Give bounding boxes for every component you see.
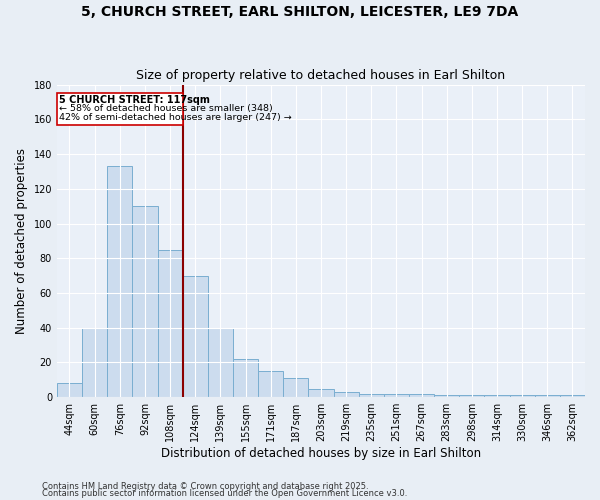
Bar xyxy=(308,388,334,397)
Bar xyxy=(182,276,208,397)
Bar xyxy=(459,396,484,397)
Bar xyxy=(560,396,585,397)
Bar xyxy=(82,328,107,397)
Bar xyxy=(535,396,560,397)
Bar xyxy=(57,384,82,397)
X-axis label: Distribution of detached houses by size in Earl Shilton: Distribution of detached houses by size … xyxy=(161,447,481,460)
Bar xyxy=(509,396,535,397)
Bar xyxy=(384,394,409,397)
Bar xyxy=(158,250,182,397)
Text: Contains HM Land Registry data © Crown copyright and database right 2025.: Contains HM Land Registry data © Crown c… xyxy=(42,482,368,491)
Title: Size of property relative to detached houses in Earl Shilton: Size of property relative to detached ho… xyxy=(136,69,506,82)
Text: Contains public sector information licensed under the Open Government Licence v3: Contains public sector information licen… xyxy=(42,490,407,498)
FancyBboxPatch shape xyxy=(57,93,182,124)
Bar xyxy=(208,328,233,397)
Text: 5, CHURCH STREET, EARL SHILTON, LEICESTER, LE9 7DA: 5, CHURCH STREET, EARL SHILTON, LEICESTE… xyxy=(82,5,518,19)
Bar xyxy=(484,396,509,397)
Bar xyxy=(133,206,158,397)
Bar xyxy=(334,392,359,397)
Bar xyxy=(258,371,283,397)
Y-axis label: Number of detached properties: Number of detached properties xyxy=(15,148,28,334)
Bar xyxy=(409,394,434,397)
Bar xyxy=(233,359,258,397)
Text: 5 CHURCH STREET: 117sqm: 5 CHURCH STREET: 117sqm xyxy=(59,95,211,105)
Bar xyxy=(434,396,459,397)
Bar xyxy=(359,394,384,397)
Bar xyxy=(107,166,133,397)
Text: ← 58% of detached houses are smaller (348): ← 58% of detached houses are smaller (34… xyxy=(59,104,273,114)
Bar xyxy=(283,378,308,397)
Text: 42% of semi-detached houses are larger (247) →: 42% of semi-detached houses are larger (… xyxy=(59,113,292,122)
